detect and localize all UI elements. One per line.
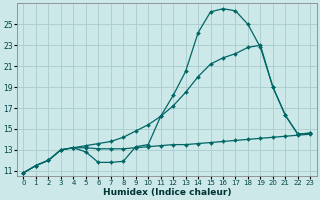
X-axis label: Humidex (Indice chaleur): Humidex (Indice chaleur) bbox=[103, 188, 231, 197]
